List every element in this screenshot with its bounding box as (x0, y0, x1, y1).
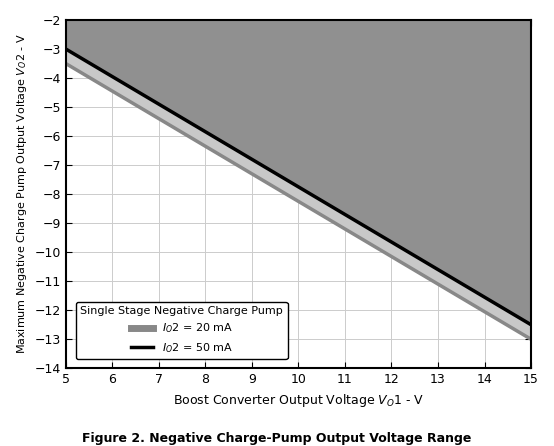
Text: Figure 2. Negative Charge-Pump Output Voltage Range: Figure 2. Negative Charge-Pump Output Vo… (83, 432, 471, 445)
X-axis label: Boost Converter Output Voltage $V_O$1 - V: Boost Converter Output Voltage $V_O$1 - … (173, 392, 424, 409)
Legend: $I_O$2 = 20 mA, $I_O$2 = 50 mA: $I_O$2 = 20 mA, $I_O$2 = 50 mA (76, 301, 288, 359)
Y-axis label: Maximum Negative Charge Pump Output Voltage $V_O$2 - V: Maximum Negative Charge Pump Output Volt… (15, 34, 29, 355)
